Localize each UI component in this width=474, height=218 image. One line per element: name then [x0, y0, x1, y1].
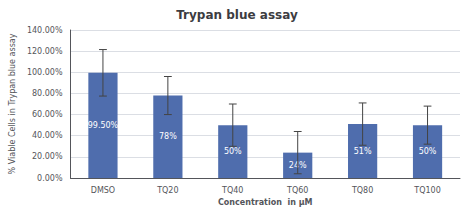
svg-text:99.50%: 99.50%	[88, 121, 119, 130]
svg-text:TQ80: TQ80	[351, 186, 373, 195]
svg-text:TQ40: TQ40	[221, 186, 243, 195]
svg-text:78%: 78%	[159, 132, 177, 141]
svg-text:50%: 50%	[224, 147, 242, 156]
svg-text:50%: 50%	[419, 147, 437, 156]
svg-text:40.00%: 40.00%	[32, 131, 63, 140]
svg-text:120.00%: 120.00%	[27, 47, 63, 56]
svg-text:80.00%: 80.00%	[32, 89, 63, 98]
svg-text:Trypan blue assay: Trypan blue assay	[176, 8, 298, 22]
svg-text:60.00%: 60.00%	[32, 110, 63, 119]
svg-text:100.00%: 100.00%	[27, 68, 63, 77]
svg-text:Concentration in μM: Concentration in μM	[218, 198, 313, 207]
svg-text:TQ20: TQ20	[156, 186, 178, 195]
svg-text:TQ60: TQ60	[286, 186, 308, 195]
svg-text:24%: 24%	[288, 160, 307, 170]
svg-text:140.00%: 140.00%	[27, 26, 63, 35]
svg-text:% Viable Cells in Trypan blue: % Viable Cells in Trypan blue assay	[8, 33, 17, 174]
svg-text:TQ100: TQ100	[413, 186, 440, 195]
svg-text:20.00%: 20.00%	[32, 152, 63, 161]
svg-text:DMSO: DMSO	[91, 186, 115, 195]
svg-text:51%: 51%	[354, 147, 372, 156]
svg-text:0.00%: 0.00%	[37, 174, 63, 183]
